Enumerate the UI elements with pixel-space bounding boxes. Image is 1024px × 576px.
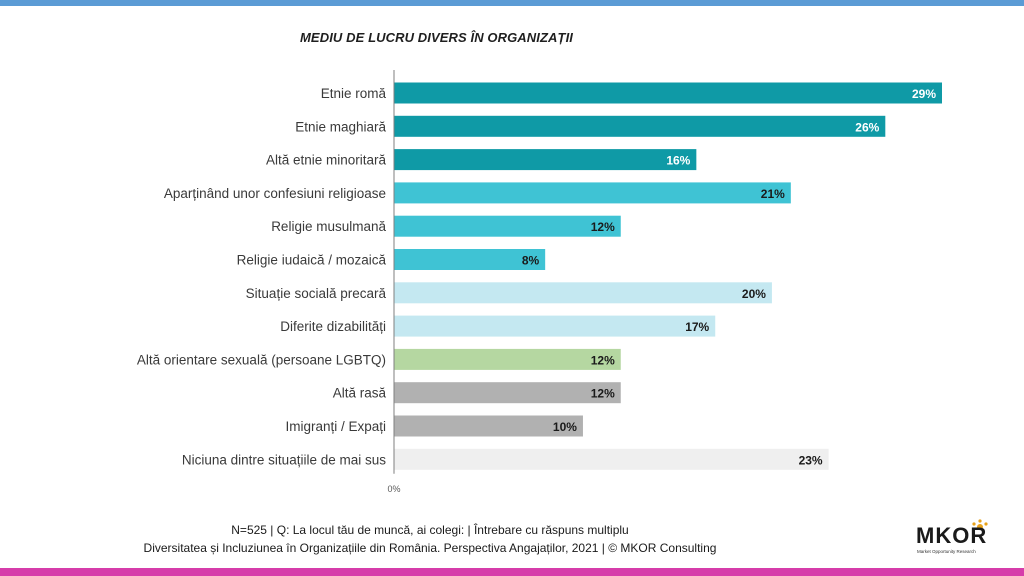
footer-question: N=525 | Q: La locul tău de muncă, ai col… xyxy=(231,523,629,537)
bar-4 xyxy=(394,215,621,237)
category-label-10: Imigranți / Expați xyxy=(285,419,386,434)
value-label-8: 12% xyxy=(591,353,615,367)
category-label-11: Niciuna dintre situațiile de mai sus xyxy=(182,452,386,467)
bottom-accent-bar xyxy=(0,568,1024,576)
value-label-5: 8% xyxy=(522,254,540,268)
bar-10 xyxy=(394,415,583,437)
logo-subtitle: Market Opportunity Research xyxy=(917,549,976,554)
category-label-2: Altă etnie minoritară xyxy=(266,153,387,168)
bar-3 xyxy=(394,182,791,204)
category-label-3: Aparținând unor confesiuni religioase xyxy=(164,186,386,201)
value-label-0: 29% xyxy=(912,87,936,101)
bar-7 xyxy=(394,315,716,337)
chart-title: MEDIU DE LUCRU DIVERS ÎN ORGANIZAȚII xyxy=(300,30,573,45)
value-label-6: 20% xyxy=(742,287,766,301)
category-label-1: Etnie maghiară xyxy=(295,119,386,134)
category-label-8: Altă orientare sexuală (persoane LGBTQ) xyxy=(137,352,386,367)
category-label-4: Religie musulmană xyxy=(271,219,386,234)
x-axis-tick-label: 0% xyxy=(387,484,400,494)
bar-5 xyxy=(394,249,546,270)
value-label-2: 16% xyxy=(666,154,690,168)
value-label-7: 17% xyxy=(685,320,709,334)
value-label-4: 12% xyxy=(591,220,615,234)
mkor-logo: MKOR Market Opportunity Research xyxy=(916,519,1006,559)
bar-0 xyxy=(394,82,942,104)
bar-6 xyxy=(394,282,772,304)
bar-9 xyxy=(394,382,621,404)
value-label-9: 12% xyxy=(591,387,615,401)
category-label-5: Religie iudaică / mozaică xyxy=(237,253,387,268)
value-label-3: 21% xyxy=(761,187,785,201)
bar-2 xyxy=(394,149,697,171)
category-label-6: Situație socială precară xyxy=(246,286,387,301)
top-accent-bar xyxy=(0,0,1024,6)
category-label-7: Diferite dizabilități xyxy=(280,319,386,334)
logo-text: MKOR xyxy=(916,523,988,548)
value-label-11: 23% xyxy=(799,453,823,467)
category-label-9: Altă rasă xyxy=(333,386,387,401)
value-label-10: 10% xyxy=(553,420,577,434)
bar-8 xyxy=(394,348,621,370)
value-label-1: 26% xyxy=(855,120,879,134)
logo-crown-icon xyxy=(972,519,988,529)
bar-chart: Etnie romă 29% Etnie maghiară 26% Altă etnie… xyxy=(137,70,942,494)
footer-source: Diversitatea și Incluziunea în Organizaț… xyxy=(143,541,717,555)
category-label-0: Etnie romă xyxy=(321,86,387,101)
bar-11 xyxy=(394,448,829,470)
bar-1 xyxy=(394,115,886,137)
